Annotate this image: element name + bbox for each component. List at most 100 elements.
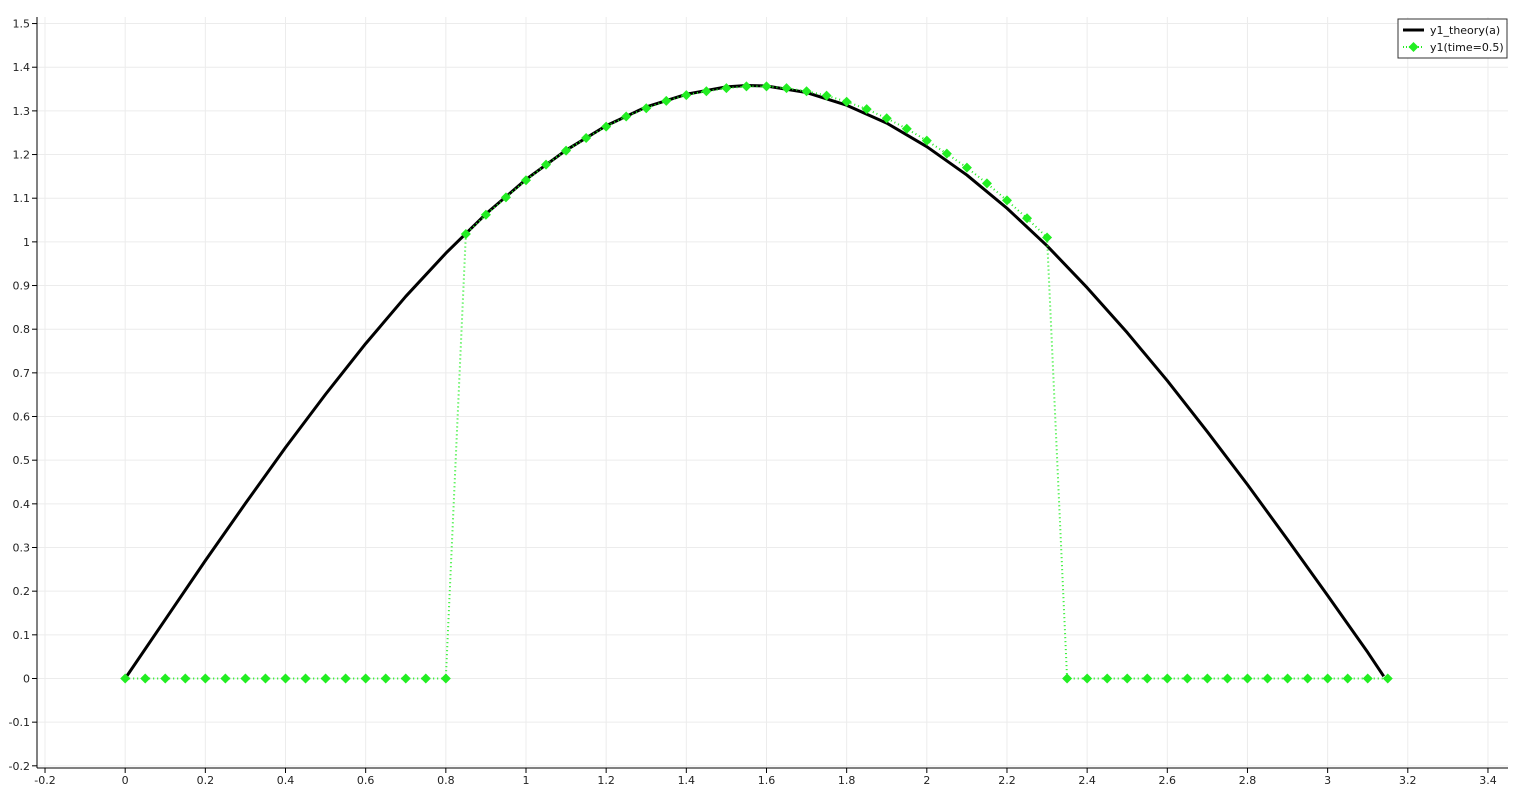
- data-point-diamond: [881, 113, 892, 124]
- data-point-diamond: [721, 83, 732, 94]
- x-tick-label: 2.2: [998, 774, 1016, 787]
- data-point-diamond: [861, 104, 872, 115]
- data-point-diamond: [1182, 673, 1193, 684]
- data-point-diamond: [581, 132, 592, 143]
- x-tick-label: 1.6: [758, 774, 776, 787]
- data-point-diamond: [400, 673, 411, 684]
- x-tick-label: 2.8: [1239, 774, 1257, 787]
- data-point-diamond: [140, 673, 151, 684]
- data-point-diamond: [1162, 673, 1173, 684]
- data-point-diamond: [801, 86, 812, 97]
- series-line-theory: [123, 84, 1385, 680]
- y-tick-label: 1.3: [13, 105, 31, 118]
- y-tick-label: 0.7: [13, 367, 31, 380]
- data-point-diamond: [320, 673, 331, 684]
- data-point-diamond: [1382, 673, 1393, 684]
- data-point-diamond: [120, 673, 131, 684]
- data-point-diamond: [1122, 673, 1133, 684]
- y-tick-label: 0.2: [13, 585, 31, 598]
- data-point-diamond: [220, 673, 231, 684]
- data-point-diamond: [440, 673, 451, 684]
- data-point-diamond: [1202, 673, 1213, 684]
- x-tick-label: 3: [1324, 774, 1331, 787]
- data-point-diamond: [681, 90, 692, 101]
- data-point-diamond: [961, 162, 972, 173]
- data-point-diamond: [160, 673, 171, 684]
- x-tick-label: 0: [122, 774, 129, 787]
- data-point-diamond: [621, 111, 632, 122]
- data-point-diamond: [340, 673, 351, 684]
- data-point-diamond: [380, 673, 391, 684]
- data-point-diamond: [1262, 673, 1273, 684]
- data-point-diamond: [200, 673, 211, 684]
- data-point-diamond: [1282, 673, 1293, 684]
- data-point-diamond: [541, 159, 552, 170]
- x-tick-label: -0.2: [34, 774, 55, 787]
- data-point-diamond: [240, 673, 251, 684]
- data-point-diamond: [1222, 673, 1233, 684]
- data-point-diamond: [180, 673, 191, 684]
- data-point-diamond: [1302, 673, 1313, 684]
- y-tick-label: 0.1: [13, 629, 31, 642]
- legend-box: [1397, 18, 1508, 59]
- y-tick-label: 0.3: [13, 542, 31, 555]
- data-point-diamond: [460, 229, 471, 240]
- legend-label-time: y1(time=0.5): [1430, 41, 1504, 54]
- axes: -0.2 0 0.2 0.4 0.6 0.8 1 1.2 1.4 1.6 1.8 2 2.2 2.4 2.6…: [9, 17, 1508, 787]
- series-line-time: [125, 85, 1388, 680]
- x-tick-label: 0.8: [437, 774, 455, 787]
- y-tick-label: 0: [23, 672, 30, 685]
- data-point-diamond: [741, 81, 752, 92]
- data-point-diamond: [661, 95, 672, 106]
- y-tick-label: 0.5: [13, 454, 31, 467]
- data-point-diamond: [260, 673, 271, 684]
- data-point-diamond: [841, 96, 852, 107]
- data-point-diamond: [561, 145, 572, 156]
- data-point-diamond: [701, 86, 712, 97]
- x-tick-label: 0.2: [197, 774, 215, 787]
- data-point-diamond: [921, 135, 932, 146]
- data-point-diamond: [520, 175, 531, 186]
- data-point-diamond: [1322, 673, 1333, 684]
- data-point-diamond: [1062, 673, 1073, 684]
- y-tick-label: 0.4: [13, 498, 31, 511]
- data-point-diamond: [981, 178, 992, 189]
- x-tick-label: 2: [923, 774, 930, 787]
- y-tick-label: -0.1: [9, 716, 30, 729]
- data-point-diamond: [1142, 673, 1153, 684]
- plot-area: [120, 81, 1393, 684]
- x-tick-label: 3.4: [1479, 774, 1497, 787]
- data-point-diamond: [601, 121, 612, 132]
- legend-marker-diamond-icon: [1408, 42, 1419, 52]
- data-point-diamond: [1082, 673, 1093, 684]
- y-tick-label: -0.2: [9, 760, 30, 773]
- x-tick-label: 1.2: [597, 774, 615, 787]
- data-point-diamond: [360, 673, 371, 684]
- data-point-diamond: [1102, 673, 1113, 684]
- x-tick-label: 0.4: [277, 774, 295, 787]
- data-point-diamond: [1362, 673, 1373, 684]
- y-tick-label: 1.4: [13, 61, 31, 74]
- data-point-diamond: [821, 90, 832, 101]
- x-tick-label: 1: [522, 774, 529, 787]
- x-tick-label: 2.4: [1078, 774, 1096, 787]
- data-point-diamond: [901, 123, 912, 134]
- data-point-diamond: [1042, 232, 1053, 243]
- data-point-diamond: [1242, 673, 1253, 684]
- data-point-diamond: [1001, 195, 1012, 206]
- data-point-diamond: [941, 148, 952, 159]
- data-point-diamond: [1022, 213, 1033, 224]
- y-tick-label: 0.9: [13, 280, 31, 293]
- data-point-diamond: [641, 103, 652, 114]
- y-tick-label: 1.1: [13, 192, 31, 205]
- y-tick-label: 1: [23, 236, 30, 249]
- data-point-diamond: [280, 673, 291, 684]
- y-tick-label: 1.5: [13, 18, 31, 31]
- x-tick-label: 2.6: [1159, 774, 1177, 787]
- grid: [37, 17, 1508, 768]
- legend: y1_theory(a) y1(time=0.5): [1397, 18, 1508, 59]
- x-tick-label: 0.6: [357, 774, 375, 787]
- data-point-diamond: [761, 81, 772, 92]
- data-point-diamond: [480, 209, 491, 220]
